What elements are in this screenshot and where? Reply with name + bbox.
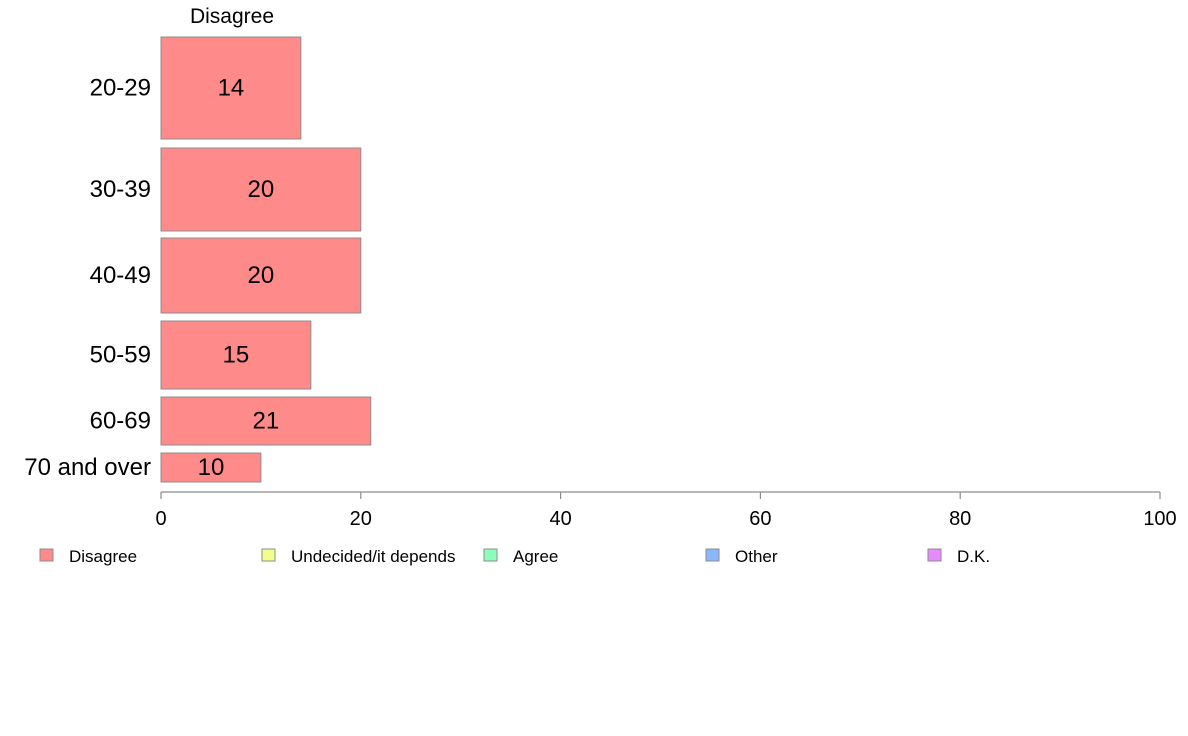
bar-value-label: 10 — [198, 454, 225, 481]
legend-swatch — [261, 548, 276, 562]
category-label: 60-69 — [90, 408, 151, 435]
category-label: 50-59 — [90, 342, 151, 369]
category-labels: 20-29 30-39 40-49 50-59 60-69 70 and over — [24, 75, 151, 482]
bar — [160, 452, 262, 483]
column-header: Disagree — [190, 5, 274, 28]
legend-label: Undecided/it depends — [291, 547, 455, 566]
legend-swatch — [483, 548, 498, 562]
bar — [160, 237, 362, 314]
bars: 14 20 20 15 21 10 — [160, 36, 372, 483]
legend-label: Disagree — [69, 547, 137, 566]
legend-swatch — [705, 548, 720, 562]
legend-swatch — [927, 548, 942, 562]
legend-label: D.K. — [957, 547, 990, 566]
category-label: 20-29 — [90, 75, 151, 102]
bar-value-label: 14 — [218, 75, 245, 102]
legend-label: Agree — [513, 547, 558, 566]
bar — [160, 396, 372, 446]
bar — [160, 320, 312, 390]
x-tick-label: 40 — [549, 508, 571, 530]
bar-value-label: 20 — [248, 262, 275, 289]
category-label: 70 and over — [24, 454, 151, 481]
category-label: 40-49 — [90, 262, 151, 289]
bar — [160, 36, 302, 140]
legend-label: Other — [735, 547, 778, 566]
x-tick-label: 80 — [949, 508, 971, 530]
category-label: 30-39 — [90, 176, 151, 203]
bar-value-label: 20 — [248, 176, 275, 203]
bar-value-label: 15 — [223, 342, 250, 369]
x-tick-label: 60 — [749, 508, 771, 530]
x-tick-label: 100 — [1143, 508, 1176, 530]
bar-value-label: 21 — [253, 408, 280, 435]
x-tick-label: 0 — [155, 508, 166, 530]
bar — [160, 147, 362, 232]
column-header-label: Disagree — [190, 5, 274, 28]
legend: Disagree Undecided/it depends Agree Other D.… — [39, 547, 990, 566]
x-tick-label: 20 — [350, 508, 372, 530]
legend-swatch — [39, 548, 54, 562]
x-axis: 0 20 40 60 80 100 — [155, 491, 1177, 530]
